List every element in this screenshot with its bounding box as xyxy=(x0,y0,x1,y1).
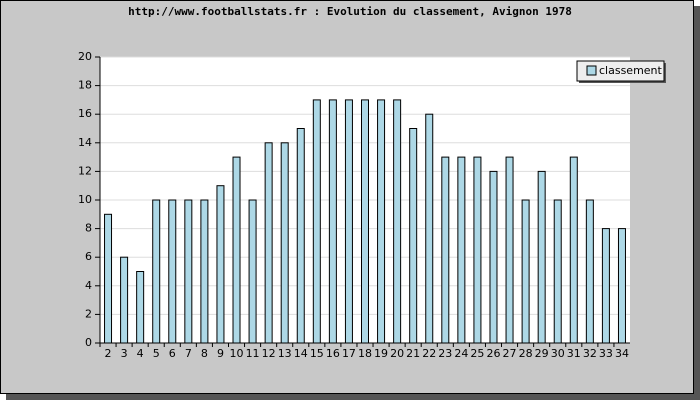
x-tick-label: 22 xyxy=(422,347,436,360)
x-tick-label: 13 xyxy=(278,347,292,360)
x-tick-label: 17 xyxy=(342,347,356,360)
bar xyxy=(200,199,209,344)
x-tick-label: 5 xyxy=(153,347,160,360)
chart-title: http://www.footballstats.fr : Evolution … xyxy=(128,5,572,18)
bar xyxy=(505,156,514,344)
bar xyxy=(617,228,626,344)
legend-swatch xyxy=(586,65,597,76)
x-tick-label: 10 xyxy=(230,347,244,360)
x-tick-label: 4 xyxy=(137,347,144,360)
bar xyxy=(569,156,578,344)
bar xyxy=(344,99,353,344)
x-tick-label: 21 xyxy=(406,347,420,360)
bar xyxy=(120,256,129,344)
bar xyxy=(104,213,113,344)
x-tick-label: 6 xyxy=(169,347,176,360)
legend-box xyxy=(576,60,665,82)
bar xyxy=(152,199,161,344)
x-tick-label: 28 xyxy=(519,347,533,360)
y-tick-label: 2 xyxy=(85,307,92,320)
x-tick-label: 3 xyxy=(121,347,128,360)
x-tick-label: 25 xyxy=(470,347,484,360)
y-tick-label: 16 xyxy=(78,107,92,120)
x-tick-label: 19 xyxy=(374,347,388,360)
x-tick-label: 20 xyxy=(390,347,404,360)
x-tick-label: 34 xyxy=(615,347,629,360)
bar xyxy=(280,142,289,344)
bar xyxy=(473,156,482,344)
legend-label: classement xyxy=(599,64,663,77)
bar xyxy=(296,128,305,344)
y-tick-label: 0 xyxy=(85,336,92,349)
bar xyxy=(393,99,402,344)
y-tick-label: 14 xyxy=(78,136,92,149)
bar xyxy=(441,156,450,344)
y-tick-label: 4 xyxy=(85,279,92,292)
bar xyxy=(232,156,241,344)
x-tick-label: 11 xyxy=(246,347,260,360)
x-tick-label: 7 xyxy=(185,347,192,360)
bar xyxy=(521,199,530,344)
x-tick-label: 9 xyxy=(217,347,224,360)
y-tick-label: 10 xyxy=(78,193,92,206)
x-tick-label: 33 xyxy=(599,347,613,360)
x-tick-label: 18 xyxy=(358,347,372,360)
bar xyxy=(553,199,562,344)
bar xyxy=(425,113,434,344)
bar xyxy=(136,271,145,344)
bar xyxy=(585,199,594,344)
bar xyxy=(377,99,386,344)
bar xyxy=(537,170,546,344)
bar xyxy=(328,99,337,344)
y-tick-label: 8 xyxy=(85,222,92,235)
x-tick-label: 23 xyxy=(438,347,452,360)
bar xyxy=(409,128,418,344)
bar xyxy=(216,185,225,344)
x-tick-label: 24 xyxy=(454,347,468,360)
bar xyxy=(457,156,466,344)
x-tick-label: 14 xyxy=(294,347,308,360)
y-tick-label: 18 xyxy=(78,79,92,92)
x-tick-label: 8 xyxy=(201,347,208,360)
bar xyxy=(489,170,498,344)
bar xyxy=(601,228,610,344)
x-tick-label: 15 xyxy=(310,347,324,360)
x-tick-label: 12 xyxy=(262,347,276,360)
y-tick-label: 20 xyxy=(78,50,92,63)
y-tick-label: 6 xyxy=(85,250,92,263)
x-tick-label: 26 xyxy=(486,347,500,360)
x-tick-label: 31 xyxy=(567,347,581,360)
bar xyxy=(361,99,369,344)
x-tick-label: 2 xyxy=(105,347,112,360)
x-tick-label: 16 xyxy=(326,347,340,360)
bar xyxy=(264,142,273,344)
x-tick-label: 27 xyxy=(503,347,517,360)
x-tick-label: 30 xyxy=(551,347,565,360)
bar xyxy=(184,199,193,344)
x-tick-label: 32 xyxy=(583,347,597,360)
bar xyxy=(168,199,177,344)
bar xyxy=(248,199,257,344)
x-tick-label: 29 xyxy=(535,347,549,360)
bar xyxy=(312,99,321,344)
y-tick-label: 12 xyxy=(78,164,92,177)
